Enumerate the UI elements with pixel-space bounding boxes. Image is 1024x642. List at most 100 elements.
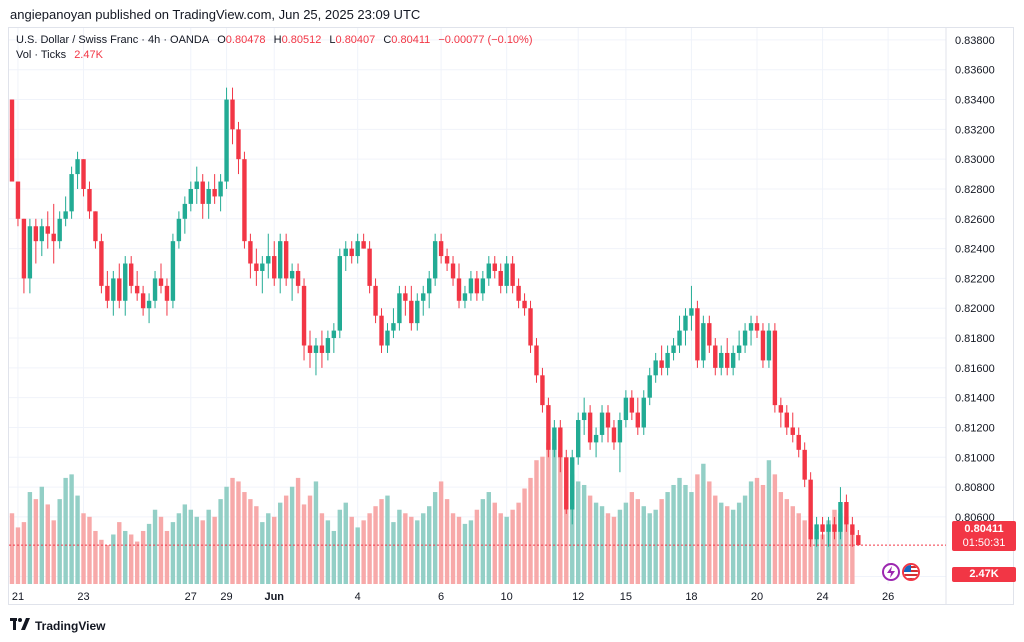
volume-bar	[736, 502, 742, 584]
volume-bar	[33, 499, 39, 584]
y-tick-label: 0.81200	[955, 422, 995, 434]
y-tick-label: 0.82200	[955, 273, 995, 285]
candle-body	[599, 412, 605, 435]
volume-bar	[486, 492, 491, 584]
volume-bar	[480, 499, 486, 584]
candle-body	[552, 427, 557, 450]
candle-body	[850, 524, 855, 535]
volume-bar	[140, 530, 146, 584]
legend-high-label: H	[273, 34, 282, 46]
tradingview-logo-icon[interactable]	[10, 617, 30, 635]
volume-bar	[546, 442, 551, 584]
y-tick-label: 0.82600	[955, 214, 995, 226]
volume-bar	[27, 492, 33, 584]
volume-bar	[409, 516, 414, 584]
candle-body	[129, 263, 134, 286]
volume-bars	[9, 439, 855, 584]
candle-body	[540, 375, 545, 406]
grid	[9, 28, 946, 584]
lightning-icon[interactable]	[882, 563, 900, 581]
volume-bar	[838, 513, 843, 584]
candle-body	[295, 270, 301, 286]
volume-bar	[152, 509, 158, 584]
candle-body	[21, 218, 27, 279]
candle-body	[528, 308, 533, 346]
legend-ohlc-row: U.S. Dollar / Swiss Franc · 4h · OANDA O…	[16, 33, 533, 48]
volume-bar	[75, 495, 80, 584]
candle-body	[576, 420, 581, 458]
legend-low-value: 0.80407	[335, 34, 376, 46]
candle-body	[689, 308, 694, 316]
footer-brand[interactable]: TradingView	[35, 619, 106, 633]
candle-body	[730, 352, 736, 368]
volume-bar	[224, 486, 229, 584]
y-tick-label: 0.83600	[955, 65, 995, 77]
x-tick-label: Jun	[264, 591, 284, 603]
candle-body	[808, 479, 813, 540]
volume-bar	[540, 456, 545, 584]
candle-body	[283, 241, 289, 279]
volume-bar	[146, 523, 152, 584]
candle-body	[307, 345, 313, 353]
candle-body	[587, 412, 593, 443]
volume-bar	[641, 506, 646, 584]
y-tick-label: 0.80800	[955, 482, 995, 494]
candle-body	[713, 345, 718, 368]
legend-open-value: 0.80478	[225, 34, 266, 46]
volume-bar	[81, 513, 86, 584]
y-tick-label: 0.83000	[955, 154, 995, 166]
candle-body	[802, 449, 807, 480]
volume-bar	[194, 516, 199, 584]
volume-bar	[230, 477, 235, 584]
candle-body	[236, 129, 241, 160]
volume-bar	[397, 509, 402, 584]
candle-body	[820, 524, 825, 532]
volume-bar	[355, 527, 360, 584]
candle-body	[581, 412, 587, 421]
candle-body	[462, 293, 468, 301]
volume-bar	[39, 486, 44, 584]
y-tick-label: 0.83200	[955, 124, 995, 136]
candle-body	[218, 181, 223, 197]
candle-body	[450, 263, 456, 279]
volume-bar	[164, 530, 170, 584]
legend-symbol[interactable]: U.S. Dollar / Swiss Franc · 4h · OANDA	[16, 34, 210, 46]
candle-body	[415, 300, 420, 324]
volume-bar	[218, 499, 223, 584]
candle-body	[564, 457, 569, 510]
candle-body	[164, 285, 170, 301]
us-flag-icon[interactable]	[902, 563, 920, 581]
candle-body	[87, 188, 92, 212]
volume-bar	[403, 513, 408, 584]
volume-bar	[474, 509, 480, 584]
candle-body	[504, 263, 509, 286]
volume-bar	[522, 488, 527, 584]
volume-bar	[117, 522, 122, 584]
candle-body	[486, 263, 491, 279]
x-tick-label: 20	[751, 591, 763, 603]
x-tick-label: 6	[438, 591, 444, 603]
legend-open-label: O	[217, 34, 226, 46]
volume-bar	[665, 492, 670, 584]
candle-body	[766, 330, 772, 361]
candle-body	[474, 278, 480, 294]
volume-bar	[468, 520, 474, 584]
published-line: angiepanoyan published on TradingView.co…	[10, 7, 421, 22]
candle-body	[647, 375, 652, 398]
candle-body	[403, 293, 408, 301]
candle-body	[605, 412, 611, 428]
legend-change: −0.00077 (−0.10%)	[438, 34, 533, 46]
legend-volume-label[interactable]: Vol · Ticks	[16, 49, 67, 61]
volume-bar	[462, 523, 468, 584]
candle-body	[349, 248, 354, 257]
candle-body	[57, 218, 62, 242]
y-tick-label: 0.82800	[955, 184, 995, 196]
volume-bar	[337, 509, 342, 584]
candle-body	[629, 397, 635, 413]
volume-bar	[820, 534, 825, 584]
volume-bar	[242, 492, 247, 584]
candle-body	[385, 330, 390, 346]
candle-body	[266, 256, 271, 264]
candle-body	[224, 99, 229, 182]
